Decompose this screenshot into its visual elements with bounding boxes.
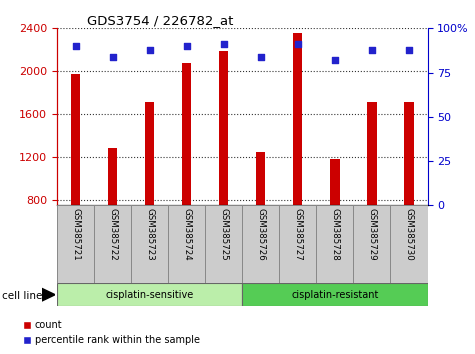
Text: GSM385726: GSM385726 bbox=[256, 209, 265, 261]
Bar bbox=[390, 205, 428, 283]
Bar bbox=[242, 205, 279, 283]
Text: GDS3754 / 226782_at: GDS3754 / 226782_at bbox=[86, 14, 233, 27]
Bar bbox=[279, 205, 316, 283]
Bar bbox=[242, 283, 428, 306]
Bar bbox=[145, 102, 154, 205]
Text: GSM385724: GSM385724 bbox=[182, 209, 191, 261]
Point bbox=[331, 57, 339, 63]
Bar bbox=[182, 63, 191, 205]
Point bbox=[220, 41, 228, 47]
Bar bbox=[293, 33, 303, 205]
Text: cisplatin-resistant: cisplatin-resistant bbox=[291, 290, 379, 300]
Point bbox=[368, 47, 376, 52]
Point bbox=[109, 54, 116, 59]
Bar bbox=[57, 283, 242, 306]
Legend: count, percentile rank within the sample: count, percentile rank within the sample bbox=[19, 316, 204, 349]
Bar bbox=[168, 205, 205, 283]
Polygon shape bbox=[42, 288, 55, 301]
Bar bbox=[404, 102, 414, 205]
Point bbox=[405, 47, 413, 52]
Bar bbox=[367, 102, 377, 205]
Text: GSM385722: GSM385722 bbox=[108, 209, 117, 261]
Bar bbox=[256, 152, 266, 205]
Text: GSM385721: GSM385721 bbox=[71, 209, 80, 261]
Bar bbox=[330, 159, 340, 205]
Bar bbox=[108, 148, 117, 205]
Bar bbox=[131, 205, 168, 283]
Point bbox=[183, 43, 190, 49]
Bar bbox=[219, 51, 228, 205]
Bar bbox=[316, 205, 353, 283]
Text: GSM385728: GSM385728 bbox=[331, 209, 339, 261]
Bar bbox=[353, 205, 390, 283]
Bar bbox=[71, 74, 80, 205]
Text: GSM385725: GSM385725 bbox=[219, 209, 228, 261]
Text: GSM385730: GSM385730 bbox=[405, 209, 413, 261]
Text: GSM385727: GSM385727 bbox=[294, 209, 302, 261]
Point bbox=[257, 54, 265, 59]
Text: cisplatin-sensitive: cisplatin-sensitive bbox=[105, 290, 194, 300]
Point bbox=[294, 41, 302, 47]
Text: GSM385729: GSM385729 bbox=[368, 209, 376, 261]
Bar bbox=[94, 205, 131, 283]
Bar bbox=[205, 205, 242, 283]
Point bbox=[72, 43, 79, 49]
Text: GSM385723: GSM385723 bbox=[145, 209, 154, 261]
Bar bbox=[57, 205, 94, 283]
Text: cell line: cell line bbox=[2, 291, 43, 301]
Point bbox=[146, 47, 153, 52]
